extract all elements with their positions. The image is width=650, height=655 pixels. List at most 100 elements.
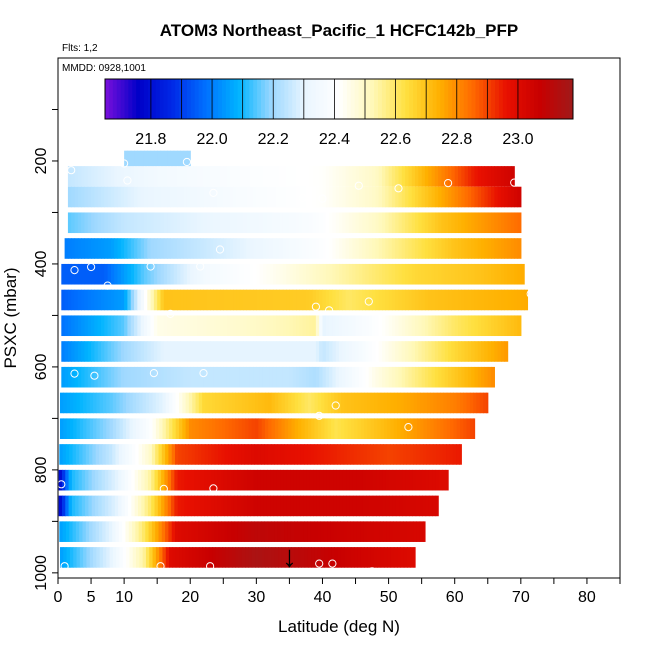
heatmap-cell	[233, 212, 238, 234]
heatmap-cell	[78, 469, 83, 491]
heatmap-cell	[194, 469, 199, 491]
heatmap-cell	[94, 263, 99, 285]
heatmap-cell	[194, 521, 199, 542]
heatmap-cell	[178, 444, 183, 465]
heatmap-cell	[481, 263, 486, 285]
heatmap-cell	[383, 418, 388, 439]
heatmap-cell	[216, 289, 221, 311]
heatmap-cell	[342, 495, 347, 517]
heatmap-cell	[337, 392, 342, 414]
sample-point	[311, 302, 320, 311]
heatmap-cell	[157, 366, 162, 388]
heatmap-cell	[147, 263, 152, 285]
heatmap-cell	[441, 212, 446, 234]
heatmap-cell	[81, 366, 86, 388]
x-tick-label: 80	[578, 589, 596, 606]
heatmap-cell	[307, 444, 312, 465]
heatmap-cell	[393, 547, 398, 568]
heatmap-cell	[421, 238, 426, 259]
heatmap-cell	[388, 186, 393, 208]
heatmap-cell	[453, 418, 458, 439]
heatmap-cell	[368, 341, 373, 362]
heatmap-cell	[467, 166, 472, 187]
heatmap-cell	[109, 547, 114, 568]
colorbar-swatch	[214, 79, 219, 119]
heatmap-cell	[314, 547, 319, 568]
heatmap-cell	[491, 263, 495, 285]
heatmap-cell	[141, 495, 146, 517]
sample-point	[103, 281, 112, 290]
heatmap-cell	[243, 263, 248, 285]
heatmap-cell	[81, 186, 86, 208]
heatmap-cell	[367, 418, 372, 439]
heatmap-cell	[162, 418, 167, 439]
heatmap-cell	[140, 366, 145, 388]
heatmap-cell	[223, 289, 228, 311]
heatmap-cell	[372, 212, 376, 234]
heatmap-cell	[83, 547, 88, 568]
sample-point	[368, 567, 377, 576]
heatmap-cell	[335, 289, 340, 311]
colorbar-swatch	[569, 79, 574, 119]
heatmap-cell	[294, 418, 299, 439]
heatmap-cell	[213, 166, 218, 187]
heatmap-cell	[399, 495, 404, 517]
heatmap-cell	[210, 315, 214, 337]
heatmap-cell	[388, 366, 393, 388]
heatmap-cell	[190, 366, 195, 388]
heatmap-cell	[348, 341, 353, 362]
heatmap-cell	[208, 521, 212, 542]
heatmap-cell	[231, 418, 236, 439]
heatmap-cell	[458, 212, 462, 234]
heatmap-cell	[195, 547, 200, 568]
heatmap-cell	[352, 238, 357, 259]
heatmap-cell	[91, 238, 95, 259]
heatmap-cell	[333, 495, 337, 517]
heatmap-cell	[430, 418, 435, 439]
heatmap-cell	[67, 212, 72, 234]
heatmap-cell	[290, 469, 294, 491]
heatmap-cell	[200, 238, 205, 259]
heatmap-cell	[415, 366, 419, 388]
colorbar-swatch	[506, 79, 512, 119]
heatmap-cell	[431, 263, 436, 285]
heatmap-cell	[169, 547, 173, 568]
heatmap-cell	[134, 366, 138, 388]
heatmap-cell	[73, 392, 78, 414]
heatmap-cell	[500, 166, 505, 187]
heatmap-cell	[229, 289, 234, 311]
heatmap-cell	[322, 166, 327, 187]
heatmap-cell	[405, 366, 410, 388]
colorbar-swatch	[202, 79, 207, 119]
heatmap-cell	[294, 444, 298, 465]
colorbar-swatch	[424, 79, 430, 119]
heatmap-cell	[345, 238, 350, 259]
colorbar-swatch	[206, 79, 211, 119]
colorbar-swatch	[498, 79, 504, 119]
heatmap-cell	[119, 418, 124, 439]
heatmap-cell	[204, 495, 209, 517]
heatmap-cell	[372, 166, 376, 187]
heatmap-cell	[138, 444, 143, 465]
heatmap-cell	[127, 212, 132, 234]
heatmap-cell	[365, 289, 370, 311]
heatmap-cell	[514, 238, 519, 259]
heatmap-cell	[74, 186, 79, 208]
heatmap-cell	[448, 341, 452, 362]
heatmap-cell	[342, 315, 347, 337]
heatmap-cell	[153, 341, 158, 362]
heatmap-cell	[140, 315, 145, 337]
sample-point	[60, 562, 69, 571]
heatmap-cell	[108, 521, 113, 542]
heatmap-cell	[161, 521, 166, 542]
heatmap-cell	[500, 289, 505, 311]
heatmap-cell	[388, 315, 393, 337]
heatmap-cell	[159, 547, 164, 568]
colorbar-swatch	[171, 79, 176, 119]
heatmap-cell	[366, 495, 371, 517]
heatmap-cell	[218, 444, 222, 465]
heatmap-cell	[388, 238, 393, 259]
heatmap-cell	[240, 469, 245, 491]
heatmap-cell	[284, 392, 289, 414]
heatmap-cell	[396, 444, 401, 465]
